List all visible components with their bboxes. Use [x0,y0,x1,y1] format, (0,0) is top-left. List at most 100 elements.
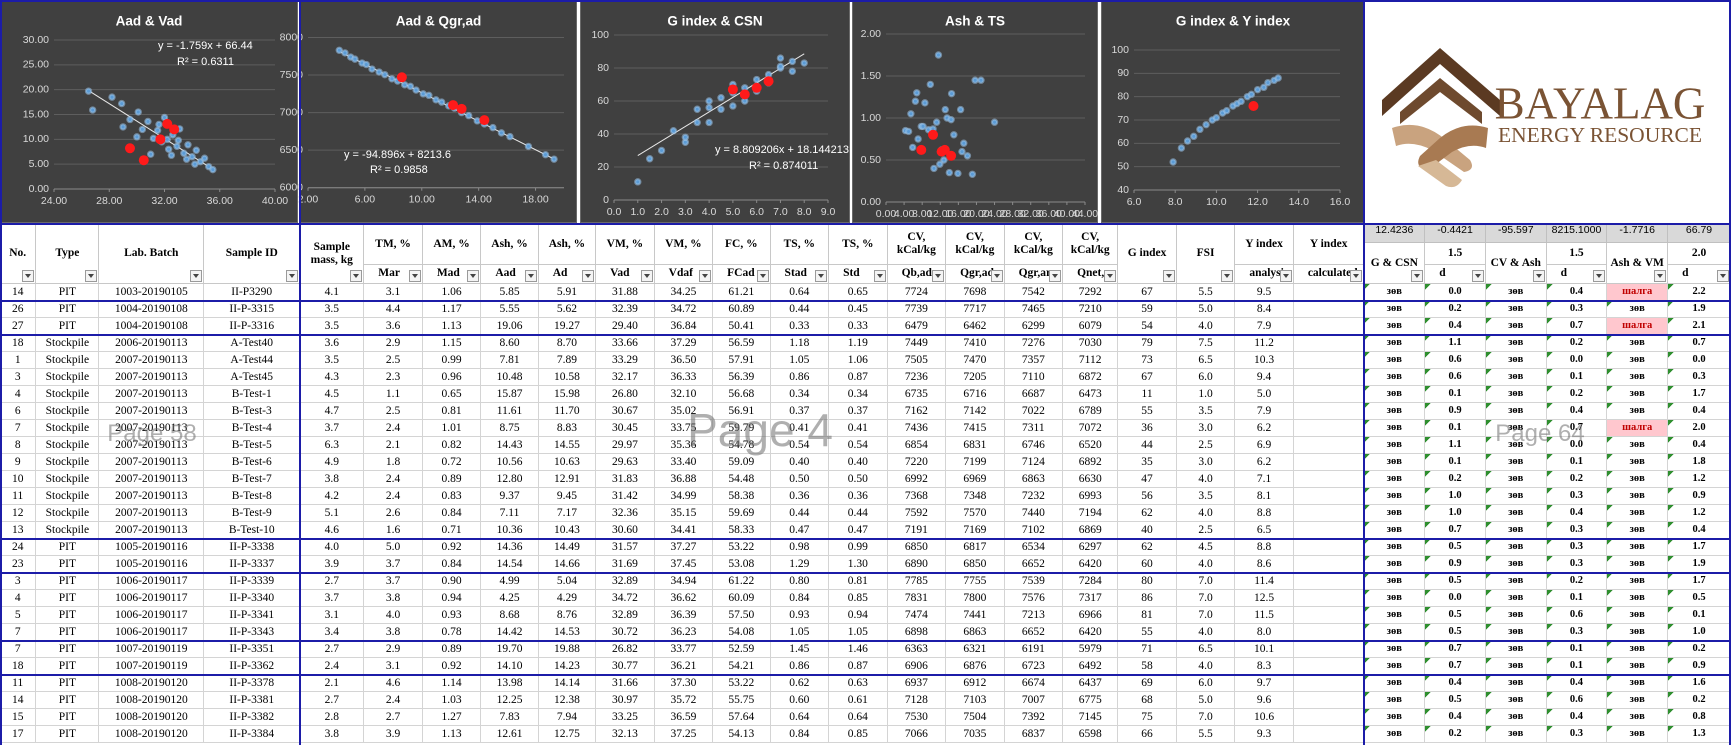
cell: 6652 [1004,624,1064,641]
cell: 7530 [887,709,947,726]
cell: 2.9 [364,641,423,658]
filter-button[interactable] [756,270,769,282]
highlight-point [1248,101,1259,111]
cell: 7436 [887,420,947,437]
cell: зөв [1485,352,1547,369]
cell: 31.83 [596,471,655,488]
cell: 7.11 [481,505,539,522]
cell: 6.2 [1235,420,1294,437]
data-point [907,110,915,118]
filter-button[interactable] [467,270,480,282]
filter-button[interactable] [1471,270,1484,282]
check-header: G & CSN [1364,243,1426,284]
cell: 35 [1118,454,1177,471]
filter-button[interactable] [699,270,712,282]
data-point [968,170,977,178]
cell: B-Test-10 [204,522,301,539]
cell: PIT [36,726,100,743]
cell: 0.7 [1425,522,1486,539]
filter-button[interactable] [1162,270,1175,282]
filter-button[interactable] [1279,270,1292,282]
filter-button[interactable] [350,270,363,282]
data-point [108,93,116,101]
filter-button[interactable] [1104,270,1117,282]
filter-button[interactable] [873,270,886,282]
summary-value: 66.79 [1668,224,1731,243]
cell: 4.3 [300,369,365,386]
cell: 0.37 [829,403,888,420]
cell: зөв [1485,318,1547,335]
data-point [182,155,191,163]
cell: 0.1 [1668,607,1731,624]
y-tick-label: 30.00 [23,34,49,46]
cell: 1.0 [1425,505,1486,522]
filter-button[interactable] [85,270,98,282]
cell: 60.89 [713,301,771,318]
filter-button[interactable] [1532,270,1545,282]
cell: 3.1 [300,607,365,624]
data-point [119,123,127,131]
data-point [954,169,962,178]
filter-button[interactable] [1221,270,1234,282]
cell: 6492 [1063,658,1119,675]
cell: 6992 [887,471,947,488]
summary-value: -0.4421 [1425,224,1486,243]
cell: 1.7 [1668,539,1731,556]
column-header: TS, % [829,224,888,265]
cell: зөв [1607,369,1669,386]
cell: 3.0 [1176,420,1236,437]
filter-button[interactable] [286,270,299,282]
x-tick-label: 36.00 [207,195,233,207]
filter-button[interactable] [1049,270,1062,282]
cell: 6598 [1063,726,1119,743]
filter-button[interactable] [1593,270,1606,282]
cell: 5.1 [300,505,365,522]
filter-button[interactable] [190,270,203,282]
highlight-point [916,144,927,155]
chart-strip: BAYALAG ENERGY RESOURCE Aad & Vad 0.00 5.0… [0,0,1731,223]
filter-button[interactable] [524,270,537,282]
cell: 15.87 [481,386,539,403]
filter-button[interactable] [1717,270,1729,282]
cell: зөв [1485,726,1547,743]
column-header: G index [1118,224,1177,284]
summary-value: 8215.1000 [1546,224,1608,243]
cell: 8.76 [538,607,597,624]
cell: 0.2 [1425,301,1486,318]
cell: 2007-20190113 [99,505,205,522]
cell: 0.4 [1668,437,1731,454]
cell: 2007-20190113 [99,488,205,505]
cell: 2.8 [300,709,365,726]
column-subheader: analysis [1235,265,1294,284]
cell: 7357 [1004,352,1064,369]
x-tick-label: 12.0 [1247,196,1268,208]
cell: 0.87 [829,658,888,675]
filter-button[interactable] [582,270,595,282]
cell: 6716 [946,386,1005,403]
cell: 71 [1118,641,1177,658]
filter-button[interactable] [1350,270,1363,282]
cell: 7.9 [1235,403,1294,420]
filter-button[interactable] [932,270,945,282]
data-point [926,80,935,89]
cell: B-Test-5 [204,437,301,454]
cell: 0.6 [1425,352,1486,369]
cell: зөв [1364,522,1426,539]
filter-button[interactable] [815,270,828,282]
data-point [167,151,176,159]
column-subheader: Qgr,ar [1004,265,1064,284]
filter-button[interactable] [640,270,653,282]
filter-button[interactable] [22,270,35,282]
filter-button[interactable] [1654,270,1667,282]
filter-button[interactable] [408,270,421,282]
cell: 32.36 [596,505,655,522]
cell [1293,539,1365,556]
cell: зөв [1607,386,1669,403]
cell: 6687 [1004,386,1064,403]
cell: 0.99 [422,352,482,369]
filter-button[interactable] [1411,270,1424,282]
data-point [126,115,134,124]
filter-button[interactable] [990,270,1003,282]
cell: 0.1 [1546,641,1608,658]
cell: 3.4 [300,624,365,641]
